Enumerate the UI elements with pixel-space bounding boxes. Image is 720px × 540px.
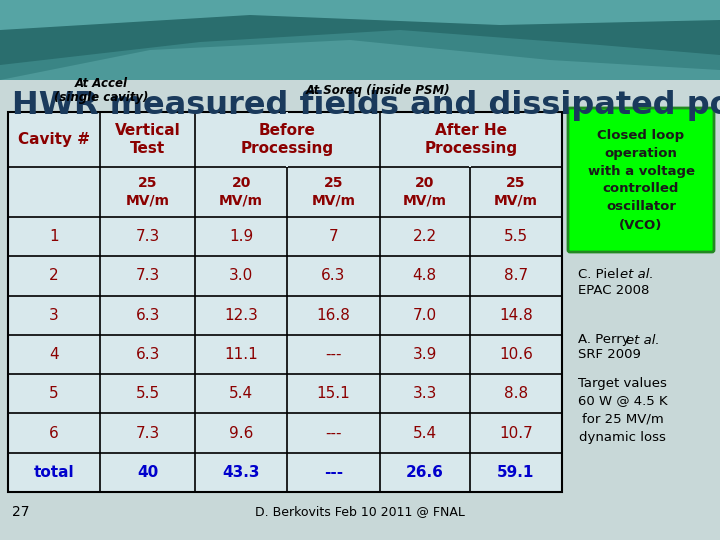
Text: 59.1: 59.1 — [497, 465, 534, 480]
Text: 6.3: 6.3 — [321, 268, 346, 284]
Text: 3: 3 — [49, 308, 59, 323]
Text: et al.: et al. — [620, 268, 654, 281]
Text: 4: 4 — [50, 347, 59, 362]
Text: HWR measured fields and dissipated power: HWR measured fields and dissipated power — [12, 90, 720, 121]
Text: 5.5: 5.5 — [504, 229, 528, 244]
Text: et al.: et al. — [626, 334, 660, 347]
Text: 1: 1 — [50, 229, 59, 244]
Text: 25
MV/m: 25 MV/m — [312, 177, 356, 208]
Text: 2: 2 — [50, 268, 59, 284]
Text: 20
MV/m: 20 MV/m — [219, 177, 263, 208]
Text: 27: 27 — [12, 505, 30, 519]
Text: Before
Processing: Before Processing — [240, 123, 334, 156]
Text: Cavity #: Cavity # — [18, 132, 90, 147]
Text: 10.7: 10.7 — [499, 426, 533, 441]
Text: 7.3: 7.3 — [135, 229, 160, 244]
Text: 6.3: 6.3 — [135, 347, 160, 362]
Text: 40: 40 — [137, 465, 158, 480]
Text: ---: --- — [325, 426, 342, 441]
Text: 6: 6 — [49, 426, 59, 441]
Text: 1.9: 1.9 — [229, 229, 253, 244]
Text: Closed loop
operation
with a voltage
controlled
oscillator
(VCO): Closed loop operation with a voltage con… — [588, 129, 695, 232]
Text: 5.4: 5.4 — [229, 386, 253, 401]
Text: Vertical
Test: Vertical Test — [114, 123, 181, 156]
Text: 5: 5 — [50, 386, 59, 401]
Text: 14.8: 14.8 — [499, 308, 533, 323]
Text: At Soreq (inside PSM): At Soreq (inside PSM) — [306, 84, 451, 97]
Text: 25
MV/m: 25 MV/m — [126, 177, 170, 208]
Text: ---: --- — [325, 347, 342, 362]
Text: 2.2: 2.2 — [413, 229, 437, 244]
Polygon shape — [0, 0, 720, 65]
Text: (single cavity): (single cavity) — [54, 91, 148, 104]
Text: total: total — [34, 465, 74, 480]
Bar — [8, 112, 562, 492]
Text: 25
MV/m: 25 MV/m — [494, 177, 538, 208]
Text: 9.6: 9.6 — [229, 426, 253, 441]
Text: 16.8: 16.8 — [317, 308, 351, 323]
Text: 7: 7 — [328, 229, 338, 244]
Text: 12.3: 12.3 — [224, 308, 258, 323]
Bar — [287, 112, 288, 167]
Text: 3.3: 3.3 — [413, 386, 437, 401]
Text: 3.9: 3.9 — [413, 347, 437, 362]
Bar — [469, 112, 471, 167]
Text: 26.6: 26.6 — [405, 465, 444, 480]
Text: 43.3: 43.3 — [222, 465, 260, 480]
Text: 20
MV/m: 20 MV/m — [402, 177, 446, 208]
Text: SRF 2009: SRF 2009 — [578, 348, 641, 361]
Polygon shape — [0, 0, 720, 30]
Text: 5.4: 5.4 — [413, 426, 437, 441]
Text: 3.0: 3.0 — [229, 268, 253, 284]
Text: A. Perry: A. Perry — [578, 334, 634, 347]
Text: 7.3: 7.3 — [135, 268, 160, 284]
Text: 8.7: 8.7 — [504, 268, 528, 284]
Text: ---: --- — [324, 465, 343, 480]
Text: At Accel: At Accel — [75, 77, 128, 90]
Text: Target values
60 W @ 4.5 K
for 25 MV/m
dynamic loss: Target values 60 W @ 4.5 K for 25 MV/m d… — [578, 376, 667, 443]
Text: 5.5: 5.5 — [135, 386, 160, 401]
Text: 7.3: 7.3 — [135, 426, 160, 441]
Text: 4.8: 4.8 — [413, 268, 437, 284]
Text: 15.1: 15.1 — [317, 386, 351, 401]
Text: 8.8: 8.8 — [504, 386, 528, 401]
Text: D. Berkovits Feb 10 2011 @ FNAL: D. Berkovits Feb 10 2011 @ FNAL — [255, 505, 465, 518]
Text: After He
Processing: After He Processing — [424, 123, 518, 156]
Text: 6.3: 6.3 — [135, 308, 160, 323]
Text: 11.1: 11.1 — [224, 347, 258, 362]
Text: 7.0: 7.0 — [413, 308, 437, 323]
Text: 10.6: 10.6 — [499, 347, 533, 362]
Polygon shape — [0, 0, 720, 80]
Text: EPAC 2008: EPAC 2008 — [578, 284, 649, 296]
Bar — [0, 0, 720, 80]
Text: C. Piel: C. Piel — [578, 268, 624, 281]
FancyBboxPatch shape — [568, 108, 714, 252]
